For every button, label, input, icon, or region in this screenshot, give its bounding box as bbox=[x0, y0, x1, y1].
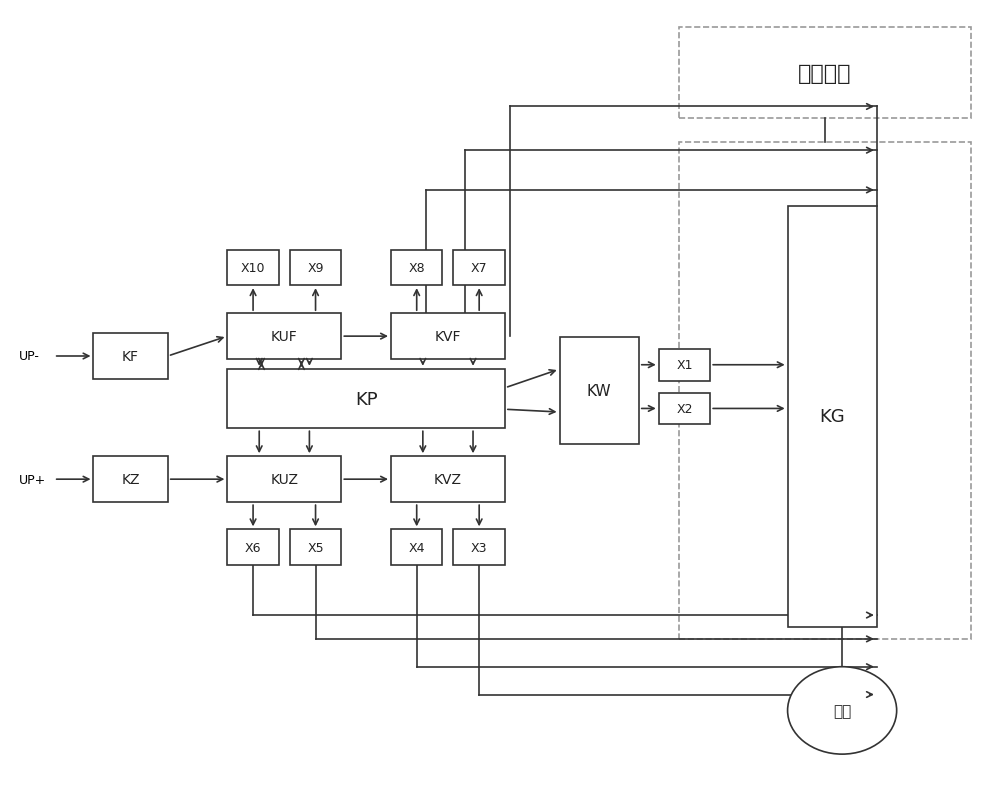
Bar bbox=[659, 350, 710, 381]
Text: 电机: 电机 bbox=[833, 703, 851, 718]
Bar bbox=[391, 314, 505, 360]
Text: KP: KP bbox=[355, 390, 377, 408]
Text: KF: KF bbox=[122, 350, 139, 363]
Text: KZ: KZ bbox=[121, 472, 140, 487]
Bar bbox=[679, 28, 971, 119]
Text: X3: X3 bbox=[471, 541, 487, 554]
Bar bbox=[93, 456, 168, 503]
Text: X2: X2 bbox=[676, 403, 693, 415]
Bar bbox=[227, 250, 279, 286]
Bar bbox=[391, 250, 442, 286]
Text: X6: X6 bbox=[245, 541, 261, 554]
Text: X1: X1 bbox=[676, 358, 693, 372]
Text: X4: X4 bbox=[408, 541, 425, 554]
Bar bbox=[788, 207, 877, 627]
Text: UP+: UP+ bbox=[19, 473, 46, 486]
Bar bbox=[679, 143, 971, 639]
Text: KUZ: KUZ bbox=[270, 472, 298, 487]
Bar bbox=[391, 456, 505, 503]
Text: X10: X10 bbox=[241, 261, 265, 274]
Text: KVZ: KVZ bbox=[434, 472, 462, 487]
Text: 三相电源: 三相电源 bbox=[798, 63, 852, 83]
Bar bbox=[93, 334, 168, 379]
Circle shape bbox=[788, 667, 897, 754]
Bar bbox=[659, 393, 710, 425]
Bar bbox=[290, 529, 341, 565]
Bar bbox=[453, 529, 505, 565]
Bar bbox=[391, 529, 442, 565]
Text: X7: X7 bbox=[471, 261, 487, 274]
Text: KW: KW bbox=[587, 383, 611, 399]
Text: X5: X5 bbox=[307, 541, 324, 554]
Bar bbox=[227, 314, 341, 360]
Text: X8: X8 bbox=[408, 261, 425, 274]
Bar bbox=[290, 250, 341, 286]
Text: UP-: UP- bbox=[19, 350, 40, 363]
Bar bbox=[227, 529, 279, 565]
Bar bbox=[227, 369, 505, 429]
Text: KUF: KUF bbox=[271, 330, 298, 344]
Text: X9: X9 bbox=[307, 261, 324, 274]
Bar bbox=[227, 456, 341, 503]
Bar bbox=[560, 338, 639, 444]
Text: KVF: KVF bbox=[435, 330, 461, 344]
Bar bbox=[453, 250, 505, 286]
Text: KG: KG bbox=[819, 408, 845, 426]
